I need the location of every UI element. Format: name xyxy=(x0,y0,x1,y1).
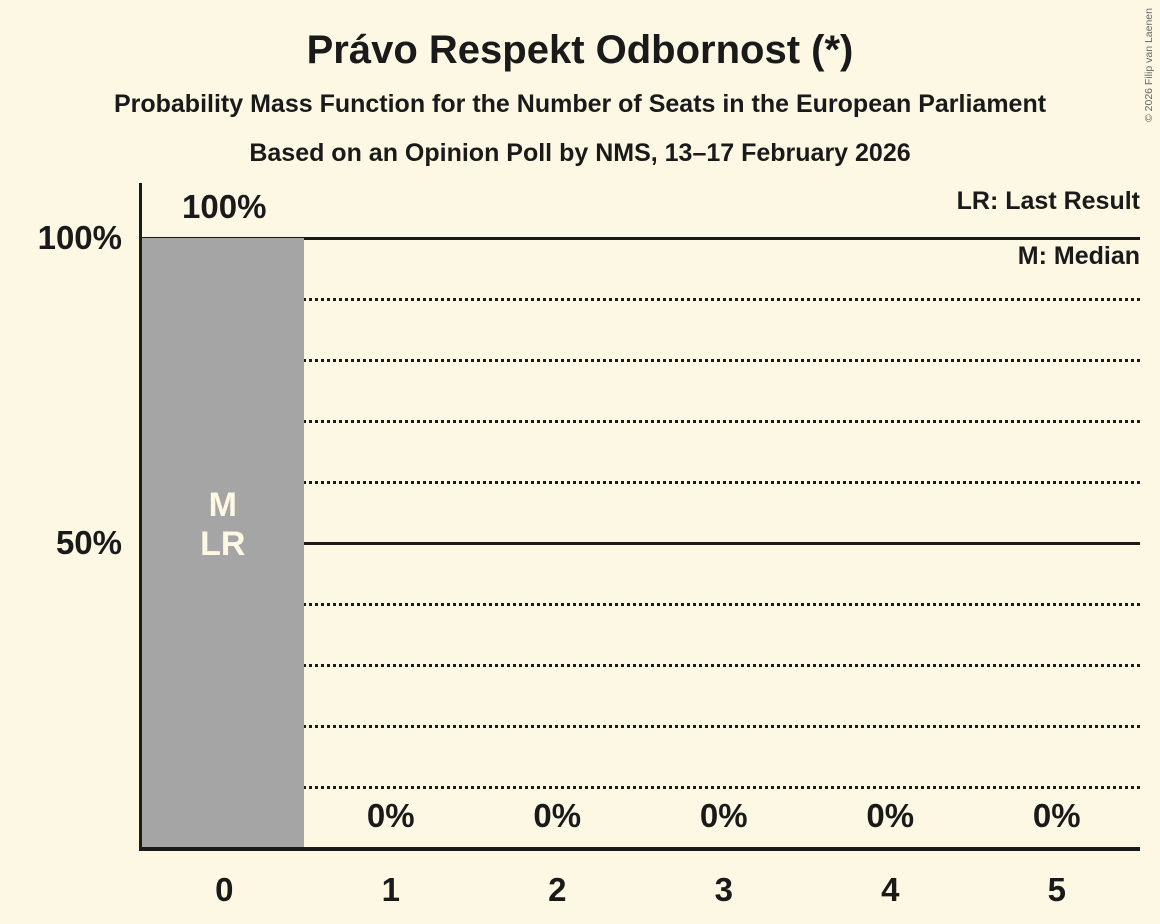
gridline-dotted-60pct xyxy=(141,480,1140,484)
gridline-dotted-80pct xyxy=(141,358,1140,362)
x-tick-label-5: 5 xyxy=(1047,871,1066,908)
bar-value-label-2: 0% xyxy=(533,797,582,834)
legend-median: M: Median xyxy=(1017,242,1140,270)
gridline-solid-50pct xyxy=(141,542,1140,545)
gridline-dotted-40pct xyxy=(141,603,1140,607)
x-tick-label-3: 3 xyxy=(714,871,733,908)
bar-value-label-1: 0% xyxy=(366,797,415,834)
bar-value-label-5: 0% xyxy=(1032,797,1081,834)
gridline-dotted-30pct xyxy=(141,664,1140,668)
bar-value-label-0: 100% xyxy=(182,188,267,225)
x-axis-line xyxy=(139,847,1140,851)
legend-last-result: LR: Last Result xyxy=(956,187,1140,215)
y-tick-label-50: 50% xyxy=(55,524,122,561)
x-tick-label-0: 0 xyxy=(215,871,234,908)
chart-subtitle: Probability Mass Function for the Number… xyxy=(113,90,1047,118)
chart-poll-source: Based on an Opinion Poll by NMS, 13–17 F… xyxy=(249,139,911,167)
gridline-dotted-20pct xyxy=(141,725,1140,729)
bar-seats-0: M LR xyxy=(142,238,304,849)
gridline-dotted-10pct xyxy=(141,786,1140,790)
x-tick-label-4: 4 xyxy=(881,871,900,908)
copyright-notice: © 2026 Filip van Laenen xyxy=(1143,8,1155,122)
gridline-dotted-70pct xyxy=(141,419,1140,423)
gridline-dotted-90pct xyxy=(141,297,1140,301)
bar-value-label-3: 0% xyxy=(699,797,748,834)
chart-title: Právo Respekt Odbornost (*) xyxy=(306,28,854,72)
y-tick-label-100: 100% xyxy=(37,219,122,256)
bar-value-label-4: 0% xyxy=(866,797,915,834)
y-axis-line xyxy=(139,183,142,851)
bar-annotation-median-lastresult: M LR xyxy=(200,485,246,563)
x-tick-label-2: 2 xyxy=(548,871,567,908)
gridline-solid-100pct xyxy=(141,236,1140,240)
x-tick-label-1: 1 xyxy=(381,871,400,908)
